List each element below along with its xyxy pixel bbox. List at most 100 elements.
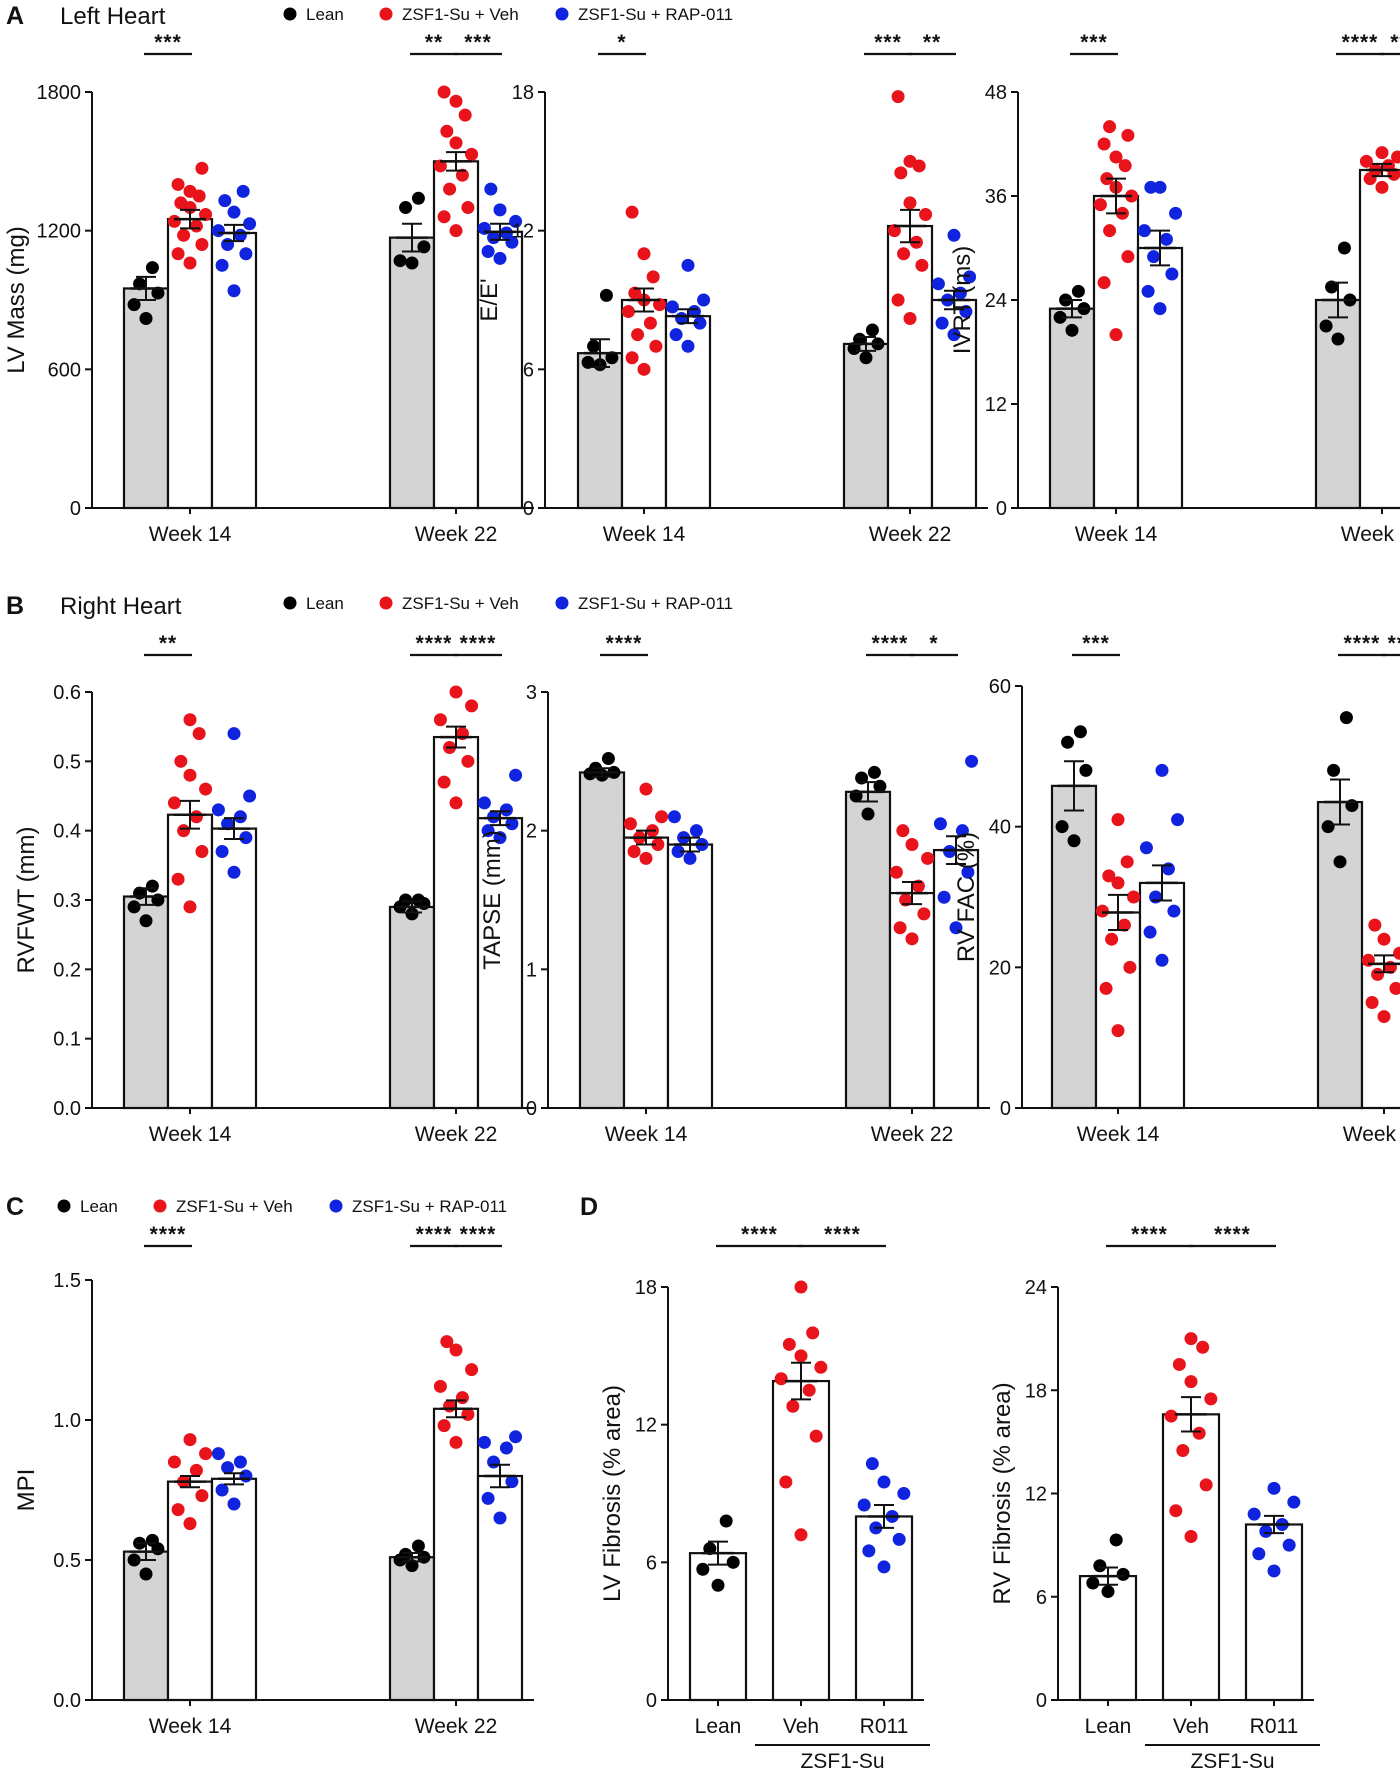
legend-veh-marker — [379, 596, 393, 610]
data-point-ee — [919, 207, 933, 221]
data-point-tapse — [683, 851, 697, 865]
data-point-rvfwt — [215, 844, 229, 858]
data-point-lvmass — [449, 136, 463, 150]
data-point-ee — [605, 351, 619, 365]
data-point-rvfwt — [461, 754, 475, 768]
data-point-ivrt — [1144, 180, 1158, 194]
data-point-rvfac — [1155, 953, 1169, 967]
data-point-tapse — [623, 817, 637, 831]
data-point-lvmass — [171, 177, 185, 191]
bar-rvfac — [1316, 800, 1364, 1110]
significance-label-rvfib: **** — [1131, 1223, 1168, 1246]
data-point-ee — [859, 351, 873, 365]
data-point-lvmass — [183, 256, 197, 270]
data-point-tapse — [689, 824, 703, 838]
data-point-tapse — [889, 865, 903, 879]
data-point-lvmass — [177, 228, 191, 242]
legend-rap-label: ZSF1-Su + RAP-011 — [578, 594, 733, 613]
data-point-rvfib — [1282, 1538, 1296, 1552]
data-point-lvmass — [440, 124, 454, 138]
data-point-rvfwt — [477, 796, 491, 810]
data-point-lvfib — [726, 1555, 740, 1569]
bar-ivrt — [1092, 194, 1140, 510]
data-point-rvfac — [1061, 735, 1075, 749]
x-category-label-lvfib: Veh — [783, 1715, 819, 1738]
data-point-ivrt — [1159, 232, 1173, 246]
data-point-lvfib — [719, 1514, 733, 1528]
significance-label-tapse: * — [929, 632, 938, 655]
data-point-lvmass — [458, 108, 472, 122]
data-point-mpi — [481, 1491, 495, 1505]
bar-ee — [886, 224, 934, 510]
bar-mpi — [432, 1407, 480, 1702]
data-point-rvfwt — [437, 775, 451, 789]
data-point-ee — [931, 277, 945, 291]
data-point-rvfib — [1259, 1524, 1273, 1538]
data-point-rvfib — [1169, 1504, 1183, 1518]
legend-lean-label: Lean — [306, 594, 344, 613]
y-tick-label-rvfac: 40 — [989, 817, 1011, 839]
data-point-ee — [693, 316, 707, 330]
data-point-ivrt — [1375, 180, 1389, 194]
data-point-lvmass — [481, 244, 495, 258]
data-point-rvfac — [1377, 1010, 1391, 1024]
data-point-rvfwt — [199, 782, 213, 796]
y-tick-label-rvfwt: 0.4 — [53, 821, 81, 843]
data-point-lvfib — [897, 1487, 911, 1500]
y-tick-label-mpi: 0.5 — [53, 1550, 81, 1572]
data-point-lvfib — [892, 1532, 906, 1546]
panel-b-title: Right Heart — [60, 593, 182, 620]
data-point-lvmass — [393, 254, 407, 268]
data-point-ivrt — [1331, 332, 1345, 346]
data-point-rvfwt — [405, 907, 419, 921]
data-point-lvmass — [465, 147, 479, 161]
data-point-rvfac — [1143, 925, 1157, 939]
data-point-ee — [643, 316, 657, 330]
panel-a-title: Left Heart — [60, 3, 166, 30]
x-category-label-lvmass: Week 22 — [415, 523, 498, 546]
bar-rvfac — [1050, 784, 1098, 1110]
data-point-rvfwt — [481, 824, 495, 838]
bar-rvfwt — [388, 905, 436, 1110]
data-point-mpi — [167, 1455, 181, 1469]
data-point-mpi — [215, 1483, 229, 1497]
panel-letter-b: B — [6, 592, 24, 620]
y-axis-label-rvfib: RV Fibrosis (% area) — [989, 1382, 1016, 1604]
data-point-ivrt — [1097, 137, 1111, 151]
legend-c: Lean ZSF1-Su + Veh ZSF1-Su + RAP-011 — [57, 1197, 507, 1216]
data-point-rvfwt — [183, 768, 197, 782]
data-point-rvfib — [1086, 1576, 1100, 1590]
data-point-rvfwt — [227, 865, 241, 879]
data-point-mpi — [127, 1553, 141, 1567]
y-axis-label-ee: E/E' — [476, 278, 503, 321]
y-tick-label-rvfac: 0 — [1000, 1098, 1011, 1120]
y-tick-label-ee: 6 — [523, 359, 534, 381]
data-point-rvfac — [1073, 725, 1087, 739]
data-point-tapse — [667, 810, 681, 824]
x-category-label-rvfac: Week 22 — [1343, 1123, 1400, 1146]
data-point-lvmass — [461, 201, 475, 215]
data-point-lvfib — [814, 1360, 828, 1374]
data-point-lvmass — [493, 251, 507, 265]
data-point-ivrt — [1165, 267, 1179, 281]
data-point-ee — [669, 328, 683, 342]
significance-label-rvfwt: ** — [159, 632, 177, 655]
data-point-ee — [637, 362, 651, 376]
data-point-lvmass — [449, 94, 463, 108]
legend-lean-marker — [57, 1199, 71, 1213]
data-point-mpi — [449, 1343, 463, 1357]
legend-a: Lean ZSF1-Su + Veh ZSF1-Su + RAP-011 — [283, 5, 733, 24]
data-point-lvmass — [236, 184, 250, 198]
data-point-rvfac — [1117, 918, 1131, 932]
y-tick-label-mpi: 1.5 — [53, 1270, 81, 1292]
y-tick-label-ivrt: 48 — [985, 82, 1007, 104]
significance-label-mpi: **** — [150, 1223, 187, 1246]
x-category-label-ee: Week 22 — [869, 523, 952, 546]
data-point-ivrt — [1169, 206, 1183, 220]
legend-lean-marker — [283, 7, 297, 21]
significance-label-tapse: **** — [872, 632, 909, 655]
data-point-mpi — [499, 1441, 513, 1455]
data-point-lvmass — [509, 214, 523, 228]
y-tick-label-lvfib: 6 — [646, 1552, 657, 1574]
x-category-label-lvmass: Week 14 — [149, 523, 232, 546]
